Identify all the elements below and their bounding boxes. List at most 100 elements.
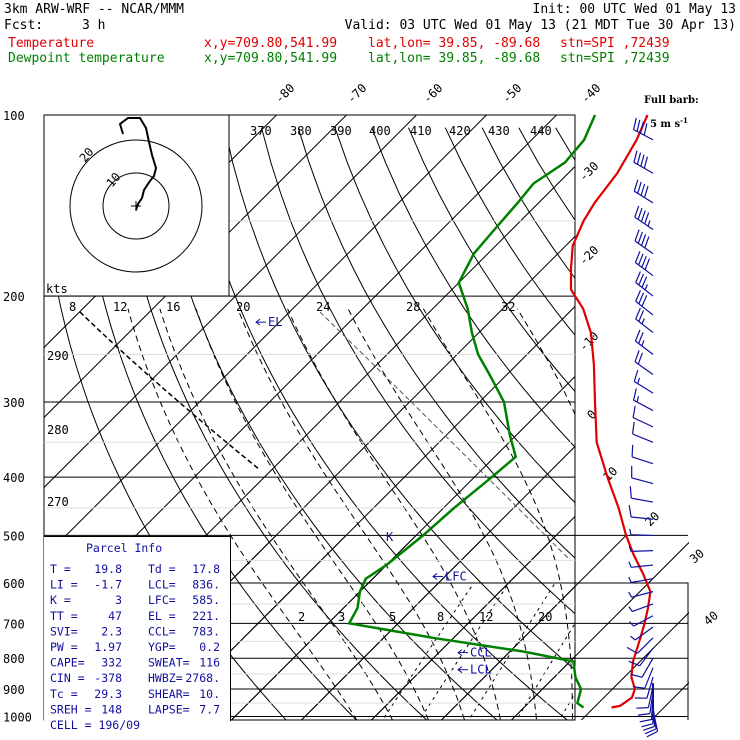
wind-speed-curve-right [319, 311, 571, 561]
isotherm-low-20 [580, 611, 689, 720]
hodograph-ring-20 [69, 139, 203, 273]
pressure-label-100: 100 [3, 109, 25, 123]
mixing-ratio-label-2: 2 [298, 610, 305, 624]
parcel-arrow-LCL [457, 666, 463, 674]
parcel-cell: CELL = 196/09 [50, 718, 140, 732]
parcel-row-5-value2: 0.2 [199, 640, 220, 654]
parcel-row-4-value1: 2.3 [101, 624, 122, 638]
valid-time: Valid: 03 UTC Wed 01 May 13 (21 MDT Tue … [344, 18, 736, 33]
pressure-label-900: 900 [3, 683, 25, 697]
parcel-row-6-value2: 116 [199, 656, 220, 670]
theta-label-430: 430 [488, 124, 510, 138]
wind-barb-290 [633, 369, 654, 394]
isotherm-low-0 [440, 536, 627, 720]
parcel-row-8-value1: 29.3 [94, 687, 122, 701]
wind-barb-620 [628, 591, 654, 598]
parcel-row-2-value1: 3 [115, 593, 122, 607]
dry-adiabat-320 [297, 127, 575, 559]
parcel-row-3-label1: TT = [50, 609, 78, 623]
isotherm-low--30 [230, 536, 417, 720]
parcel-info-panel [44, 536, 231, 721]
moist-adiabat-20 [422, 308, 573, 720]
parcel-row-9-value2: 7.7 [199, 702, 220, 716]
location-latlon-temp: lat,lon= 39.85, -89.68 [368, 36, 541, 51]
parcel-row-6-value1: 332 [101, 656, 122, 670]
parcel-level-label-CCL: CCL [470, 646, 492, 660]
parcel-row-0-value1: 19.8 [94, 562, 122, 576]
init-time: Init: 00 UTC Wed 01 May 13 [532, 2, 737, 17]
wind-barb-155 [634, 205, 654, 230]
parcel-row-4-label2: CCL= [148, 624, 176, 638]
dry-adiabat-350 [408, 127, 575, 393]
parcel-info-title: Parcel Info [86, 541, 162, 555]
wind-speed-label-20: 20 [236, 300, 250, 314]
isotherm--100 [44, 115, 348, 419]
parcel-row-5-label1: PW = [50, 640, 78, 654]
model-title: 3km ARW-WRF -- NCAR/MMM [4, 2, 185, 17]
wind-speed-label-8: 8 [69, 300, 76, 314]
mixing-ratio-5 [468, 582, 556, 720]
legend-temperature: Temperature [8, 36, 95, 51]
parcel-row-0-value2: 17.8 [192, 562, 220, 576]
parcel-row-7-value2: 2768. [185, 671, 220, 685]
wind-barb-680 [629, 615, 654, 627]
isotherm--90 [44, 115, 418, 489]
theta-label-390: 390 [330, 124, 352, 138]
legend-dewpoint: Dewpoint temperature [8, 51, 165, 66]
wind-barb-185 [634, 251, 654, 277]
wind-speed-label-16: 16 [166, 300, 180, 314]
parcel-row-2-value2: 585. [192, 593, 220, 607]
theta-label-370: 370 [250, 124, 272, 138]
parcel-row-3-value2: 221. [192, 609, 220, 623]
dry-adiabat-330 [334, 127, 575, 504]
wind-barb-410 [631, 465, 654, 485]
parcel-level-markers: EL LFC CCL LCL K [255, 315, 492, 677]
dry-adiabat-grid [44, 127, 575, 720]
wind-barb-860 [634, 676, 654, 699]
mixing-ratio-12 [558, 692, 575, 720]
parcel-row-1-label2: LCL= [148, 578, 176, 592]
parcel-row-6-label1: CAPE= [50, 656, 85, 670]
mixing-ratio-label-20: 20 [538, 610, 552, 624]
parcel-level-label-LCL: LCL [470, 663, 492, 677]
parcel-row-5-label2: YGP= [148, 640, 176, 654]
theta-left-label-270: 270 [47, 495, 69, 509]
wind-barb-330 [632, 405, 654, 428]
wind-barb-770 [628, 647, 654, 667]
parcel-row-8-value2: 10. [199, 687, 220, 701]
parcel-row-7-label2: HWBZ= [148, 671, 183, 685]
dry-adiabat-310 [261, 127, 575, 615]
wind-barb-200 [635, 271, 654, 297]
isotherm-low--10 [370, 536, 557, 720]
full-barb-exp: -1 [680, 116, 688, 125]
hodograph-trace [118, 117, 158, 211]
wind-barb-470 [628, 505, 654, 520]
wind-speed-label-32: 32 [501, 300, 515, 314]
wind-barb-215 [635, 290, 654, 316]
theta-label-410: 410 [410, 124, 432, 138]
parcel-row-4-value2: 783. [192, 624, 220, 638]
theta-left-label-290: 290 [47, 349, 69, 363]
moist-adiabat-0 [195, 308, 430, 720]
parcel-row-8-label1: Tc = [50, 687, 78, 701]
forecast-hour: 3 h [82, 18, 106, 33]
parcel-row-3-value1: 47 [108, 609, 122, 623]
theta-label-420: 420 [449, 124, 471, 138]
wind-barb-500 [629, 528, 654, 537]
wind-barb-125 [633, 150, 654, 174]
dry-adiabat-260 [77, 127, 358, 720]
pressure-label-1000: 1000 [3, 711, 32, 725]
parcel-level-label-EL: EL [268, 315, 282, 329]
parcel-arrow-EL [255, 318, 261, 326]
mixing-ratio-3 [419, 582, 510, 720]
parcel-row-0-label1: T = [50, 562, 71, 576]
pressure-label-800: 800 [3, 652, 25, 666]
parcel-arrow-LFC [432, 573, 438, 580]
theta-label-380: 380 [290, 124, 312, 138]
parcel-row-2-label2: LFC= [148, 593, 176, 607]
wind-barb-440 [629, 486, 654, 503]
